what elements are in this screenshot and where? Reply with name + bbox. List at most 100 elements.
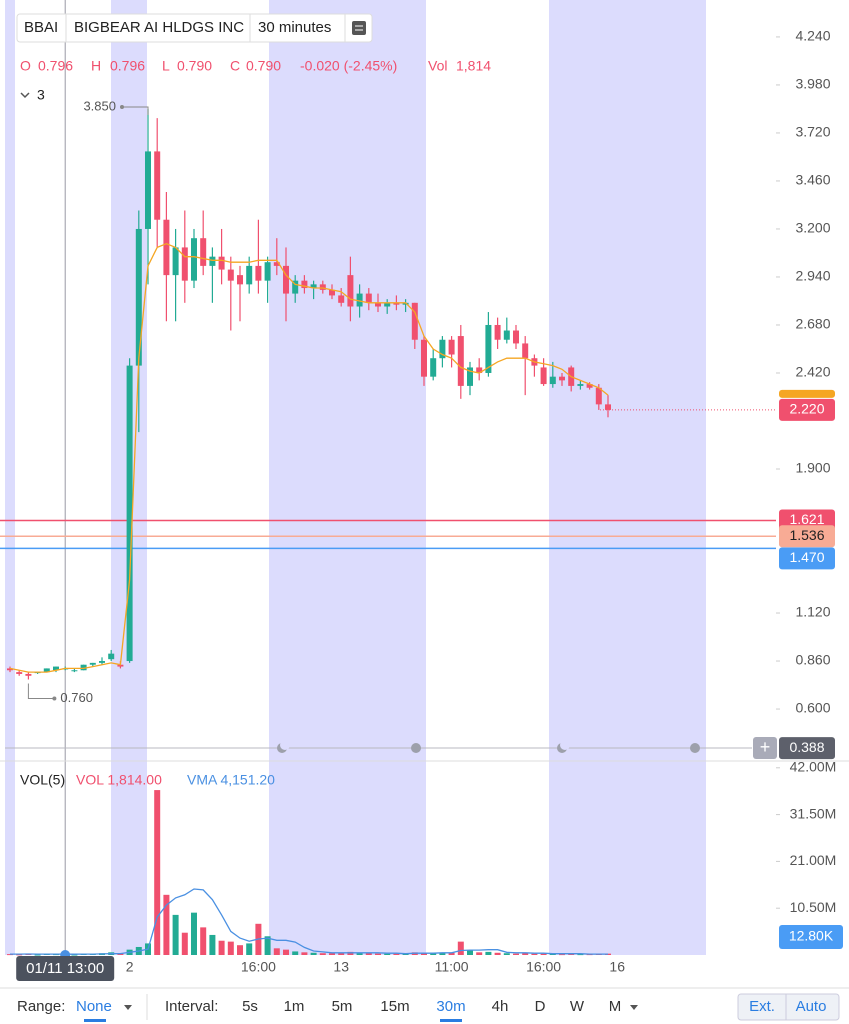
candle-body <box>448 339 455 355</box>
candle-body <box>89 662 96 665</box>
candle-body <box>375 302 381 307</box>
candle-body <box>347 275 354 307</box>
session-shading <box>5 0 706 955</box>
candle-body <box>292 280 299 294</box>
volume-bar <box>384 953 391 955</box>
candle-body <box>181 247 188 281</box>
y-tick-label: 3.460 <box>795 172 830 188</box>
price-tag-label: 2.220 <box>789 401 824 417</box>
indicator-count[interactable]: 3 <box>37 87 45 103</box>
candle-body <box>283 265 289 294</box>
zoom-plus[interactable]: + <box>760 737 771 757</box>
quote-value: 0.796 <box>110 58 145 74</box>
candle-body <box>135 228 142 366</box>
y-tick-label: 0.860 <box>795 652 830 668</box>
interval-label: Interval: <box>165 998 218 1015</box>
candle-body <box>163 219 170 276</box>
candle-body <box>485 324 492 373</box>
quote-label: C <box>230 58 240 74</box>
interval[interactable]: 30 minutes <box>258 19 331 36</box>
x-tick-label: 16:00 <box>526 959 561 975</box>
candle-body <box>549 376 556 385</box>
low-marker <box>27 683 55 699</box>
volume-bar <box>71 954 78 956</box>
y-tick-label: 42.00M <box>790 758 837 774</box>
zoom-button[interactable] <box>753 737 777 759</box>
interval-option[interactable]: 5s <box>242 998 258 1015</box>
auto-button[interactable]: Auto <box>796 998 827 1015</box>
volume-tag <box>779 925 843 949</box>
volume-bar <box>319 953 326 955</box>
menu-icon[interactable] <box>352 21 366 35</box>
candle-body <box>605 404 611 410</box>
candle-body <box>365 293 372 303</box>
crosshair-label: 01/11 13:00 <box>26 960 104 977</box>
x-tick-label: 16 <box>609 959 625 975</box>
candle-body <box>439 339 446 359</box>
candle-body <box>421 339 427 377</box>
volume-bar <box>513 953 519 955</box>
y-tick-label: 3.200 <box>795 220 830 236</box>
interval-option[interactable]: 30m <box>436 998 465 1015</box>
candle-body <box>218 256 225 270</box>
symbol[interactable]: BBAI <box>24 19 58 36</box>
candle-body <box>522 343 529 359</box>
range-value[interactable]: None <box>76 998 112 1015</box>
caret[interactable] <box>124 1005 132 1010</box>
quote-label: O <box>20 58 31 74</box>
candle-body <box>310 284 317 289</box>
quote-label: Vol <box>428 58 447 74</box>
candle-body <box>264 262 271 281</box>
range-label: Range: <box>17 998 65 1015</box>
volume-bar <box>476 952 483 955</box>
volume-bar <box>200 927 207 955</box>
volume-bar <box>163 894 170 955</box>
volume-bar <box>559 954 565 956</box>
volume-bar <box>292 951 299 955</box>
quote-value: 0.790 <box>177 58 212 74</box>
candle-body <box>145 151 151 229</box>
candle-body <box>53 666 59 671</box>
interval-option[interactable]: 15m <box>380 998 409 1015</box>
candle-body <box>246 265 253 285</box>
candle-body <box>43 668 50 673</box>
ext-button[interactable]: Ext. <box>749 998 775 1015</box>
interval-option[interactable]: 5m <box>332 998 353 1015</box>
price-tag <box>779 398 835 421</box>
volume-bar <box>283 949 289 955</box>
candle-body <box>227 269 234 281</box>
interval-option[interactable]: D <box>535 998 546 1015</box>
volume-bar <box>365 953 372 955</box>
collapse-icon[interactable] <box>20 92 30 99</box>
volume-bar <box>209 934 216 955</box>
price-tag-label: 1.536 <box>789 527 824 543</box>
volume-bar <box>522 952 529 955</box>
volume-tag-label: 12.80K <box>789 928 834 944</box>
company-name: BIGBEAR AI HLDGS INC <box>74 19 244 36</box>
candle-body <box>402 302 409 305</box>
caret[interactable] <box>630 1005 638 1010</box>
volume-bar <box>531 953 538 955</box>
candle-body <box>126 365 133 662</box>
candle-body <box>595 387 602 405</box>
x-tick-label: 16:00 <box>241 959 276 975</box>
quote-value: 1,814 <box>456 58 491 74</box>
candle-body <box>384 302 391 307</box>
volume-bar <box>329 953 335 955</box>
candle-body <box>7 668 13 671</box>
candle-body <box>559 376 565 381</box>
volume-bar <box>273 948 280 955</box>
symbol-box <box>16 13 373 43</box>
candle-body <box>25 673 32 676</box>
y-tick-label: 2.680 <box>795 316 830 332</box>
interval-option[interactable]: 1m <box>284 998 305 1015</box>
interval-option[interactable]: W <box>570 998 585 1015</box>
high-label: 3.850 <box>83 98 116 113</box>
y-tick-label: 10.50M <box>790 899 837 915</box>
candle-body <box>393 302 400 305</box>
interval-option[interactable]: M <box>609 998 622 1015</box>
volume-bar <box>181 932 188 955</box>
ma-tag-edge <box>779 389 835 398</box>
interval-option[interactable]: 4h <box>492 998 509 1015</box>
